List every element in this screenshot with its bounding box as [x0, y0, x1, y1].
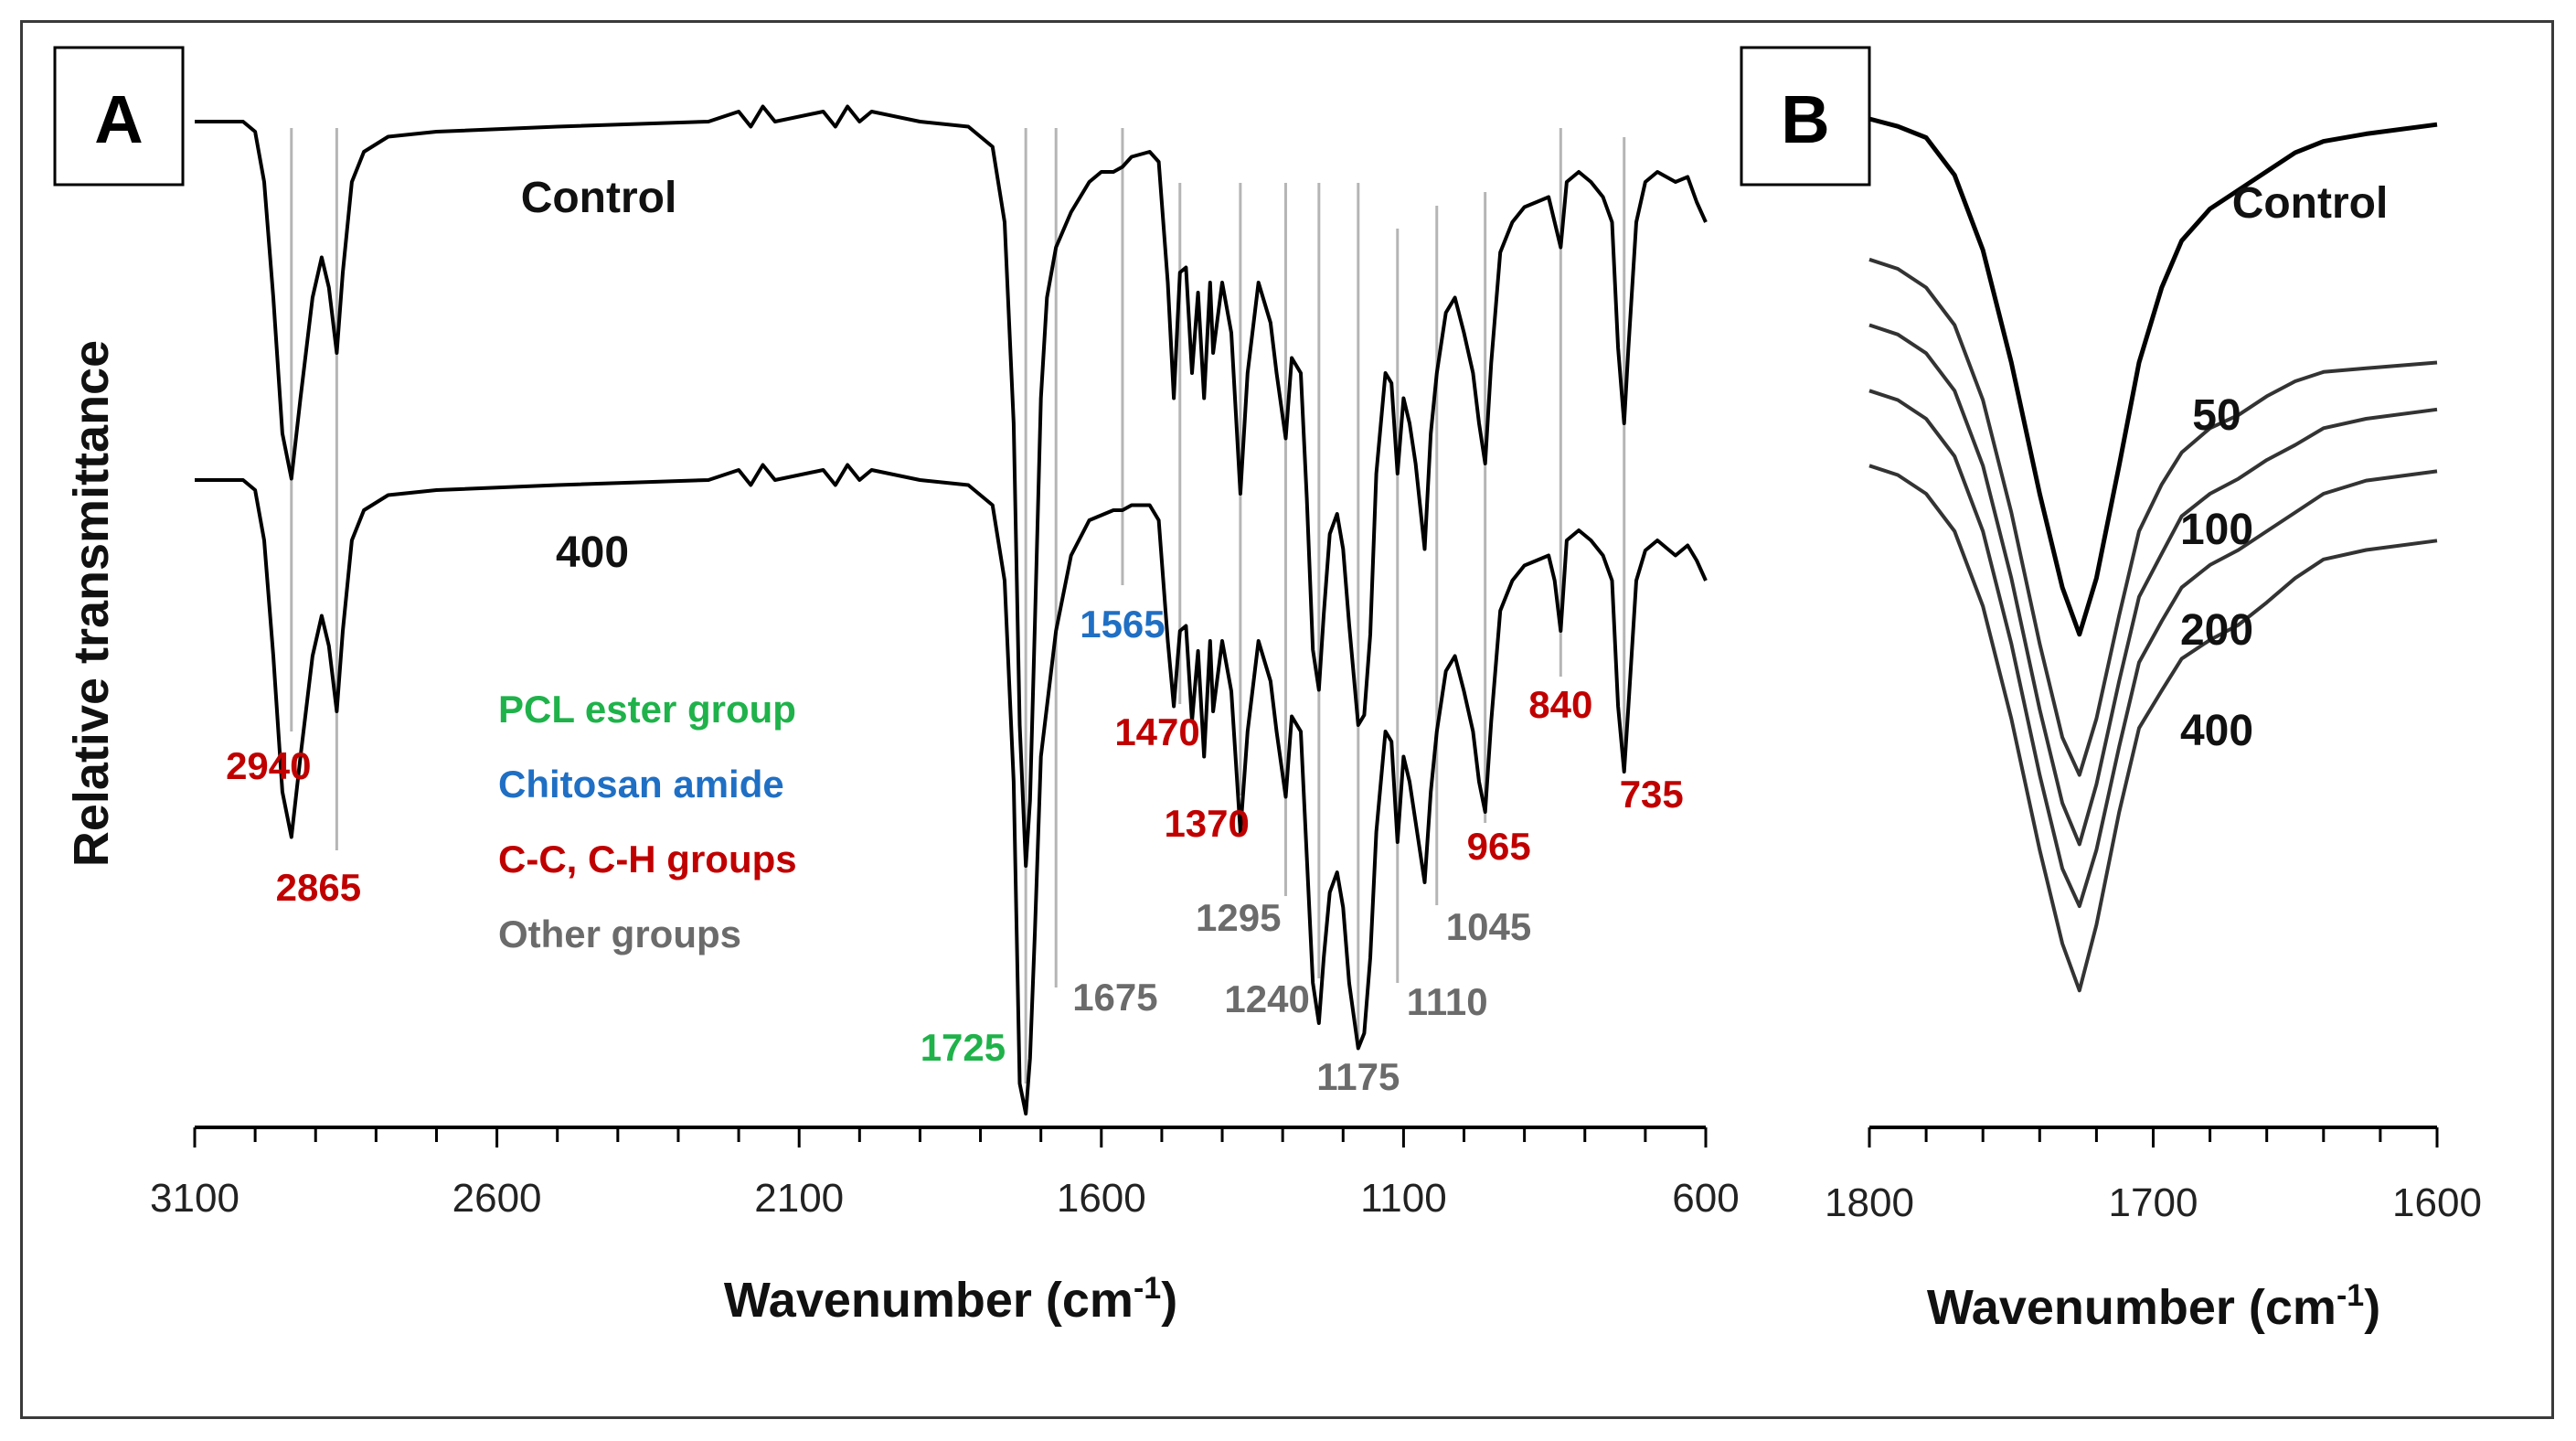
spectrum-line-control — [195, 104, 1708, 868]
panel-a-x-title-sup: -1 — [1134, 1271, 1161, 1306]
panel-b-label: B — [1781, 81, 1829, 157]
peak-label-1725: 1725 — [921, 1026, 1006, 1069]
b-series-label-200: 200 — [2180, 606, 2253, 655]
peak-label-735: 735 — [1620, 773, 1684, 816]
panel-a-tick-label: 3100 — [150, 1176, 240, 1221]
panel-a-series — [195, 104, 1708, 1115]
legend-chitosan-amide: Chitosan amide — [498, 763, 784, 806]
peak-label-1110: 1110 — [1407, 980, 1488, 1023]
peak-label-1565: 1565 — [1080, 603, 1165, 646]
legend-other: Other groups — [498, 913, 741, 955]
panel-b-tick-label: 1700 — [2109, 1180, 2198, 1225]
panel-b-x-title-close: ) — [2364, 1280, 2380, 1335]
series-label-control: Control — [521, 174, 677, 222]
peak-label-2940: 2940 — [226, 744, 311, 787]
panel-a-ticks: 3100 2600 2100 1600 1100 600 — [150, 1127, 1740, 1221]
panel-a-x-title-main: Wavenumber (cm — [724, 1273, 1134, 1328]
panel-a-tick-label: 1600 — [1057, 1176, 1146, 1221]
panel-b-spectrum-line-100 — [1868, 323, 2438, 847]
panel-a-tick-label: 2600 — [452, 1176, 542, 1221]
spectrum-line-400 — [195, 463, 1708, 1115]
panel-a-peak-labels: 2940 2865 1725 1675 1565 1470 1370 1295 12401175… — [226, 603, 1684, 1098]
peak-label-1295: 1295 — [1196, 896, 1281, 939]
panel-a-x-axis-title: Wavenumber (cm-1) — [724, 1271, 1177, 1328]
panel-a-peak-lines — [290, 128, 1626, 1083]
panel-b-x-axis-title: Wavenumber (cm-1) — [1927, 1278, 2380, 1335]
series-label-400: 400 — [556, 528, 629, 577]
b-series-label-control: Control — [2232, 179, 2389, 228]
peak-label-1045: 1045 — [1446, 905, 1531, 948]
panel-b-spectrum-line-50 — [1868, 257, 2438, 777]
panel-b-label-box — [1740, 46, 1871, 187]
panel-b-spectrum-line-400 — [1868, 464, 2438, 993]
panel-b-series — [1868, 116, 2438, 993]
b-series-label-100: 100 — [2180, 506, 2253, 554]
peak-label-840: 840 — [1528, 683, 1592, 726]
panel-b-x-title-sup: -1 — [2336, 1278, 2364, 1313]
peak-label-1175: 1175 — [1316, 1055, 1400, 1098]
panel-b-spectrum-line-control — [1868, 116, 2438, 637]
peak-label-1470: 1470 — [1114, 710, 1199, 753]
peak-label-1675: 1675 — [1072, 976, 1157, 1019]
b-series-label-400: 400 — [2180, 707, 2253, 755]
peak-label-965: 965 — [1467, 825, 1531, 868]
panel-a-tick-label: 1100 — [1360, 1176, 1447, 1221]
panel-a-x-title-close: ) — [1161, 1273, 1177, 1328]
panel-a-tick-label: 2100 — [754, 1176, 844, 1221]
panel-b-tick-label: 1800 — [1825, 1180, 1914, 1225]
peak-label-1240: 1240 — [1224, 977, 1309, 1020]
panel-a-y-axis-title: Relative transmittance — [64, 340, 119, 867]
legend-pcl-ester: PCL ester group — [498, 688, 796, 731]
peak-label-1370: 1370 — [1164, 802, 1249, 845]
panel-b-tick-label: 1600 — [2392, 1180, 2482, 1225]
panel-a-label: A — [94, 81, 143, 157]
figure-frame — [20, 20, 2554, 1419]
panel-b-ticks: 1800 1700 1600 — [1825, 1127, 2482, 1225]
panel-b-x-title-main: Wavenumber (cm — [1927, 1280, 2336, 1335]
panel-a-tick-label: 600 — [1672, 1176, 1739, 1221]
peak-label-2865: 2865 — [276, 866, 361, 909]
panel-a-label-box — [53, 46, 185, 187]
b-series-label-50: 50 — [2192, 391, 2241, 440]
legend-cc-ch: C-C, C-H groups — [498, 838, 797, 881]
panel-b-spectrum-line-200 — [1868, 389, 2438, 908]
